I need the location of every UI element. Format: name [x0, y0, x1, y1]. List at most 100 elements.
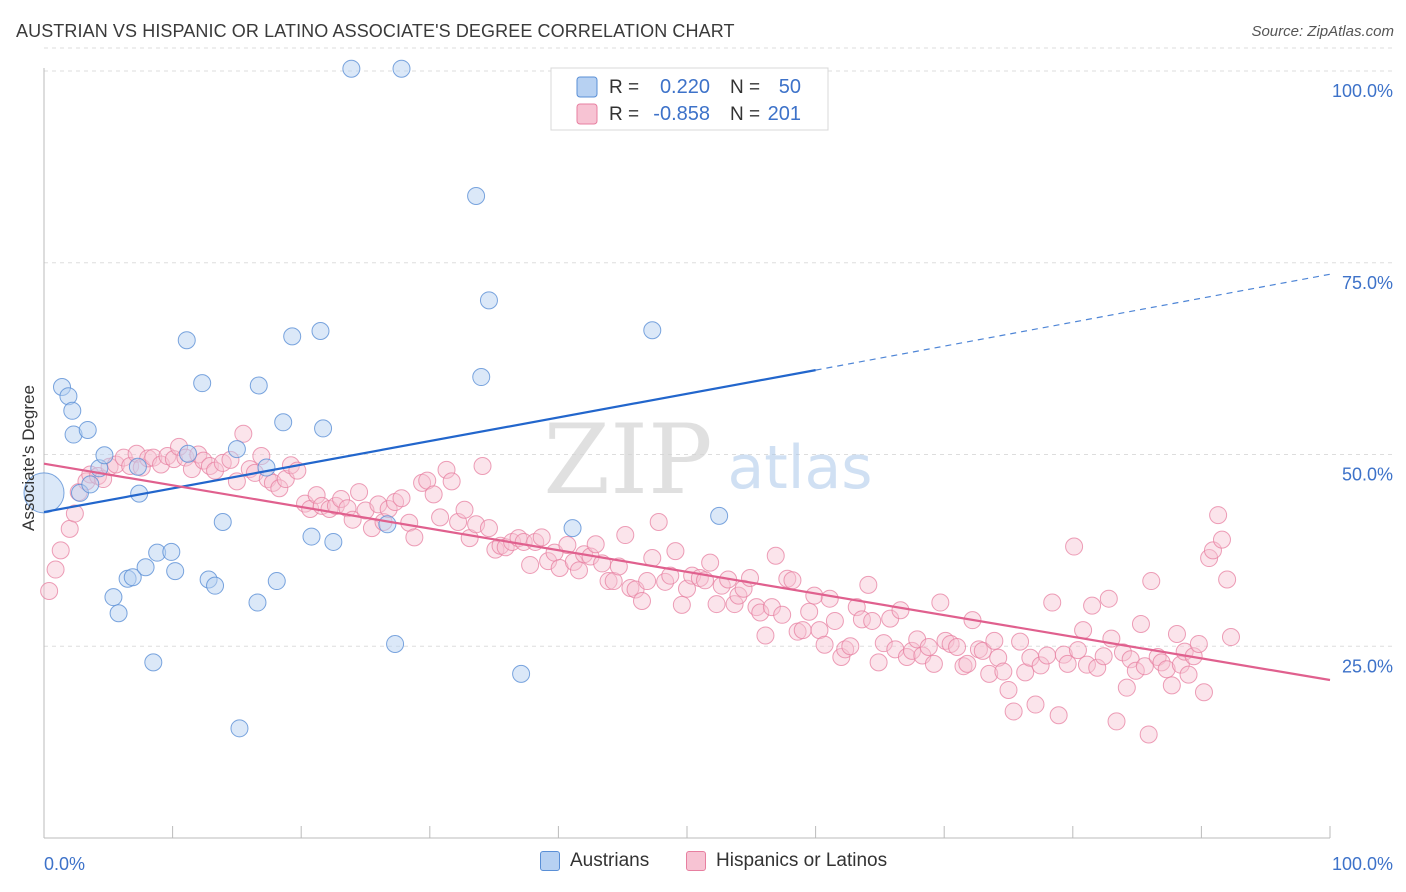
legend-n-label-hispanics: N = [730, 104, 760, 125]
hispanic-point [1054, 645, 1073, 664]
legend-n-label-austrians: N = [730, 77, 760, 98]
hispanic-point [1043, 593, 1062, 612]
hispanic-point [1179, 665, 1198, 684]
austrian-point [23, 472, 65, 514]
austrian-point [78, 420, 97, 439]
hispanic-point [800, 602, 819, 621]
austrians-trend-extension [815, 273, 1331, 371]
austrian-point [267, 572, 286, 591]
hispanic-point [783, 571, 802, 590]
hispanic-point [1099, 589, 1118, 608]
hispanic-point [1049, 706, 1068, 725]
hispanic-point [1038, 646, 1057, 665]
hispanic-point [891, 601, 910, 620]
hispanic-point [558, 536, 577, 555]
hispanic-point [948, 638, 967, 657]
hispanic-point [51, 541, 70, 560]
hispanic-point [924, 654, 943, 673]
y-tick-label: 25.0% [1342, 656, 1393, 676]
hispanic-point [1142, 572, 1161, 591]
bottom-legend-hispanics-label: Hispanics or Latinos [716, 850, 888, 871]
austrian-point [227, 440, 246, 459]
hispanic-point [841, 637, 860, 656]
hispanic-point [919, 638, 938, 657]
hispanics-trend-line [43, 462, 1331, 682]
hispanic-point [632, 591, 651, 610]
grid-lines [44, 47, 1394, 647]
bottom-legend: Austrians Hispanics or Latinos [0, 850, 1406, 878]
hispanic-point [1077, 655, 1096, 674]
austrian-point [249, 376, 268, 395]
austrian-point [257, 458, 276, 477]
hispanic-point [604, 572, 623, 591]
hispanic-point [144, 448, 163, 467]
austrian-point [213, 512, 232, 531]
austrian-point [643, 321, 662, 340]
hispanic-point [1094, 647, 1113, 666]
hispanic-point [234, 424, 253, 443]
hispanic-point [392, 489, 411, 508]
hispanic-point [836, 640, 855, 659]
austrian-point [392, 59, 411, 78]
austrian-point [302, 527, 321, 546]
austrian-point [206, 576, 225, 595]
hispanic-point [1107, 712, 1126, 731]
austrian-point [162, 542, 181, 561]
hispanic-point [586, 535, 605, 554]
hispanic-point [701, 553, 720, 572]
hispanic-point [825, 611, 844, 630]
hispanic-point [863, 611, 882, 630]
hispanic-point [1162, 676, 1181, 695]
austrian-point [479, 291, 498, 310]
austrian-point [95, 446, 114, 465]
austrian-point [342, 59, 361, 78]
austrian-point [193, 374, 212, 393]
hispanic-point [666, 542, 685, 561]
hispanic-point [1135, 657, 1154, 676]
hispanic-point [994, 662, 1013, 681]
hispanic-point [766, 546, 785, 565]
austrian-point [378, 515, 397, 534]
legend-box: R = 0.220 N = 50 R = -0.858 N = 201 [550, 67, 829, 131]
hispanic-point [820, 589, 839, 608]
hispanic-point [1221, 628, 1240, 647]
hispanic-point [989, 648, 1008, 667]
hispanic-point [473, 457, 492, 476]
hispanic-point [338, 499, 357, 518]
austrians-trend-line [43, 369, 816, 514]
hispanic-point [649, 512, 668, 531]
hispanic-point [599, 572, 618, 591]
hispanic-point [1131, 615, 1150, 634]
x-tick-label-min: 0.0% [44, 854, 85, 874]
hispanic-point [1083, 596, 1102, 615]
hispanic-point [442, 472, 461, 491]
y-tick-label: 100.0% [1332, 81, 1393, 101]
austrian-point [386, 634, 405, 653]
hispanic-point [751, 603, 770, 622]
hispanic-point [46, 560, 65, 579]
legend-swatch-hispanics [576, 103, 598, 125]
legend-swatch-austrians [576, 76, 598, 98]
hispanic-point [1004, 702, 1023, 721]
hispanic-point [424, 485, 443, 504]
austrian-point [179, 444, 198, 463]
hispanic-point [65, 504, 84, 523]
hispanic-point [431, 508, 450, 527]
source-label: Source: ZipAtlas.com [1251, 23, 1394, 40]
austrian-point [109, 604, 128, 623]
chart-title: AUSTRIAN VS HISPANIC OR LATINO ASSOCIATE… [16, 21, 735, 41]
hispanic-point [532, 528, 551, 547]
hispanic-point [980, 664, 999, 683]
watermark-atlas: atlas [728, 433, 873, 503]
hispanic-point [1139, 725, 1158, 744]
hispanic-point [1068, 641, 1087, 660]
legend-n-value-austrians: 50 [779, 76, 801, 98]
austrian-point [467, 187, 486, 206]
austrian-point [123, 568, 142, 587]
austrian-point [472, 368, 491, 387]
hispanic-point [931, 593, 950, 612]
hispanic-point [999, 680, 1018, 699]
austrians-series-points [23, 59, 729, 738]
austrian-point [324, 532, 343, 551]
